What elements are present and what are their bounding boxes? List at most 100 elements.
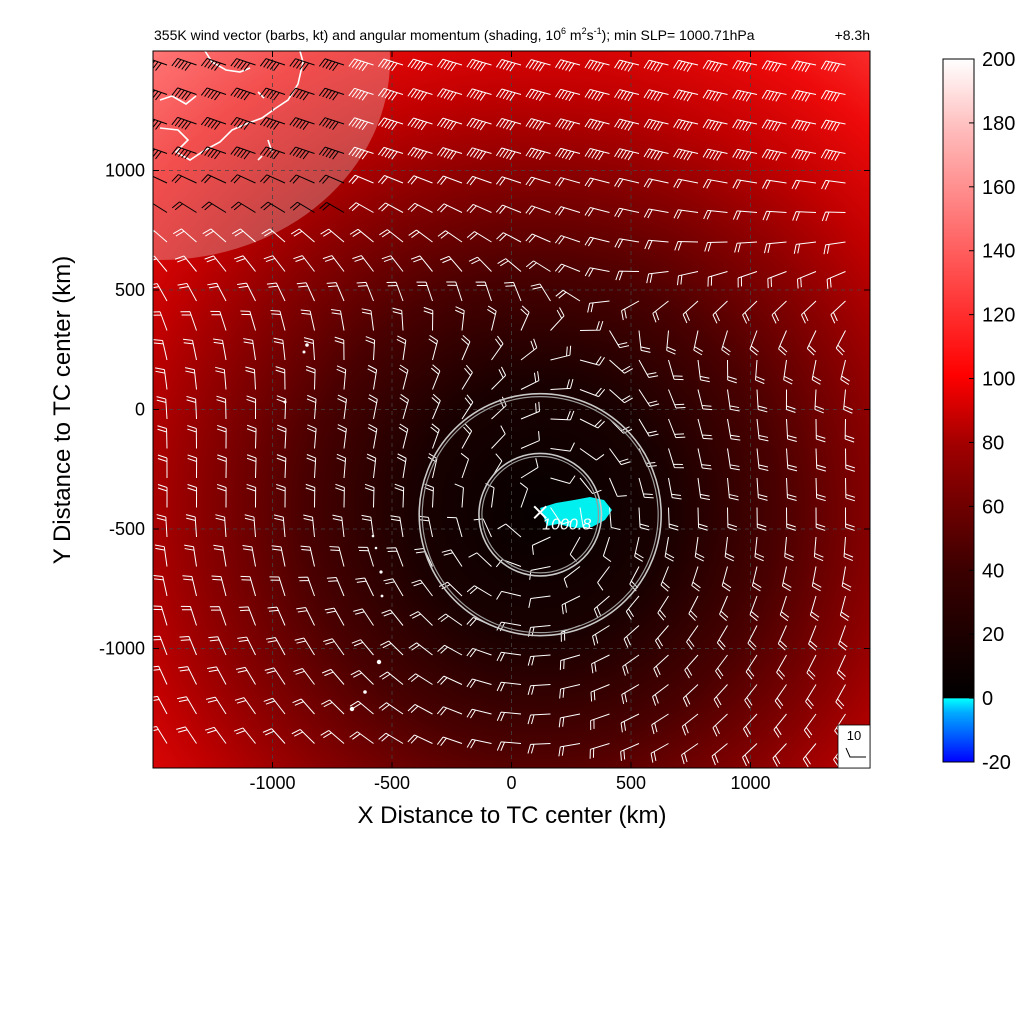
wind-barb [756,507,767,531]
wind-barb [348,146,374,160]
wind-barb [466,88,492,101]
range-rings [418,392,662,637]
wind-barb [243,338,256,361]
wind-barb [200,87,227,101]
wind-barb [691,566,701,592]
wind-barb [466,738,492,749]
wind-barb [820,90,846,102]
wind-barb [180,311,197,331]
wind-barb [668,507,679,531]
range-ring [478,452,603,577]
y-tick-label: -1000 [99,639,145,659]
wind-barb [791,149,817,161]
wind-barb [396,453,407,479]
wind-barb [242,544,256,567]
wind-barb [318,174,345,184]
wind-barb [697,477,711,501]
wind-barb [525,147,551,161]
wind-barb [732,89,758,102]
wind-barb [298,576,315,597]
wind-barb [737,271,758,288]
wind-barb [436,147,463,160]
wind-barb [614,177,640,188]
wind-barb [234,255,256,272]
wind-barb [246,483,257,508]
wind-barb [437,230,463,243]
wind-barb [712,300,728,324]
wind-barb [238,606,256,626]
wind-barb [555,59,581,72]
wind-barb [767,271,787,289]
wind-barb [525,260,551,272]
wind-barb [321,668,345,685]
wind-barb [707,271,728,287]
wind-barb [638,359,659,378]
wind-barb [781,566,792,592]
y-tick-label: 1000 [105,161,145,181]
wind-barb [460,452,470,479]
wind-barb [296,607,315,626]
wind-barb [646,271,669,284]
wind-barb [200,58,227,71]
wind-barb [300,309,315,331]
wind-barb [732,148,758,161]
wind-barb [468,256,492,272]
wind-barb [320,730,345,744]
wind-barb [732,119,758,132]
x-tick-label: 500 [616,773,646,793]
wind-barb [259,117,286,130]
wind-barb [233,727,256,744]
wind-barb [756,418,769,442]
x-tick-label: -1000 [249,773,295,793]
wind-barb [475,281,492,302]
wind-barb [550,307,565,331]
wind-barb [153,695,168,715]
colorbar-tick-label: 120 [982,305,1015,327]
wind-barb [623,625,640,648]
wind-barb [289,87,315,101]
wind-barb [727,359,737,384]
wind-barb [209,606,227,626]
wind-barb [293,255,315,272]
wind-barb [638,389,660,407]
wind-barb [332,514,345,538]
x-tick-label: 1000 [730,773,770,793]
wind-barb [495,176,522,186]
wind-barb [668,448,684,469]
wind-barb [761,89,787,102]
wind-barb [734,241,758,253]
colorbar-tick-label: 20 [982,624,1004,646]
wind-barb [349,228,374,243]
wind-barb [377,117,404,131]
wind-barb [634,536,644,562]
wind-barb [732,60,758,73]
wind-barb [763,241,787,254]
x-axis-label: X Distance to TC center (km) [358,802,667,829]
wind-barb [712,713,728,737]
wind-barb [674,240,699,251]
wind-barb [620,743,640,761]
wind-barb [761,179,787,190]
wind-barb [643,208,669,219]
wind-barb [520,305,530,331]
wind-barb [155,367,168,390]
wind-barb [525,88,551,102]
wind-barb [230,174,256,184]
wind-barb [289,201,315,213]
wind-barb [392,307,404,331]
wind-barb [555,289,581,302]
wind-barb [355,577,374,597]
colorbar-tick-label: 40 [982,560,1004,582]
wind-barb [377,87,404,101]
wind-barb [697,359,710,383]
wind-barb [550,507,571,525]
wind-barb [153,574,168,597]
wind-barb [215,514,227,538]
wind-barbs [153,57,856,768]
wind-barb [554,206,581,216]
wind-barb [291,729,315,744]
wind-barb [673,118,699,131]
wind-barb [791,60,817,73]
plot-area [153,51,870,768]
wind-barb [260,201,286,213]
